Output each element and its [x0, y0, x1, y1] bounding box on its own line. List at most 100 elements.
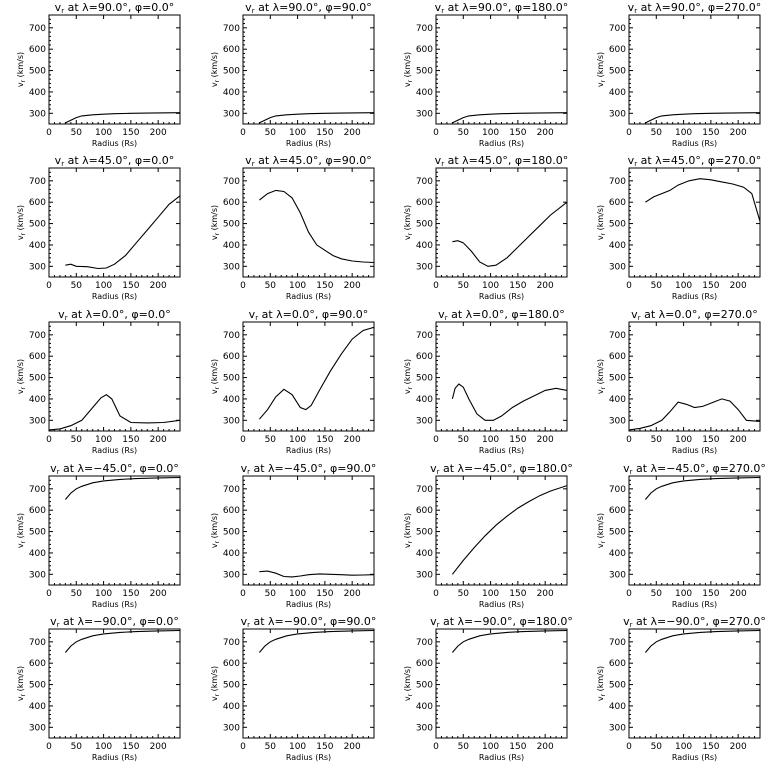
y-tick-label: 400 — [609, 702, 626, 712]
y-tick-label: 300 — [29, 416, 46, 426]
x-tick-label: 100 — [95, 742, 112, 752]
panel-8: vr at λ=45.0°, φ=270.0° 0 50 100 150 200 300 40… — [596, 154, 761, 301]
y-tick-label: 400 — [29, 702, 46, 712]
x-tick-label: 100 — [289, 128, 306, 138]
panel-title: vr at λ=−45.0°, φ=180.0° — [430, 462, 573, 476]
x-tick-label: 50 — [651, 281, 663, 291]
vr-series-line — [259, 570, 374, 578]
vr-series-line — [64, 629, 180, 653]
x-tick-label: 200 — [150, 589, 167, 599]
panel-12: vr at λ=0.0°, φ=270.0° 0 50 100 150 200 300 400… — [596, 308, 761, 455]
y-tick-label: 500 — [609, 67, 626, 77]
vr-series-line — [49, 394, 180, 431]
vr-series-line — [645, 178, 760, 222]
panel-6: vr at λ=45.0°, φ=90.0° 0 50 100 150 200 300 400… — [210, 154, 375, 301]
x-tick-label: 200 — [730, 589, 747, 599]
x-tick-label: 0 — [46, 128, 52, 138]
panel-13: vr at λ=−45.0°, φ=0.0° 0 50 100 150 200 300 400… — [16, 462, 181, 609]
y-tick-label: 600 — [223, 659, 240, 669]
y-tick-label: 500 — [416, 374, 433, 384]
y-tick-label: 700 — [223, 24, 240, 34]
y-tick-label: 700 — [223, 331, 240, 341]
y-tick-label: 500 — [29, 528, 46, 538]
y-tick-label: 700 — [29, 638, 46, 648]
panel-title: vr at λ=90.0°, φ=90.0° — [245, 1, 372, 15]
y-tick-label: 600 — [223, 352, 240, 362]
vr-series-line — [629, 398, 760, 431]
x-tick-label: 200 — [150, 128, 167, 138]
y-axis-label: vr (km/s) — [16, 359, 27, 394]
y-tick-label: 300 — [609, 416, 626, 426]
y-tick-label: 600 — [609, 198, 626, 208]
x-tick-label: 100 — [289, 589, 306, 599]
vr-series-line — [452, 112, 567, 124]
panel-17: vr at λ=−90.0°, φ=0.0° 0 50 100 150 200 300 400… — [16, 615, 181, 762]
x-tick-label: 50 — [651, 435, 663, 445]
y-axis-label: vr (km/s) — [16, 513, 27, 548]
x-tick-label: 0 — [240, 281, 246, 291]
vr-series-line — [259, 112, 374, 124]
plot-frame — [435, 321, 568, 432]
x-tick-label: 0 — [46, 589, 52, 599]
y-axis-label: vr (km/s) — [596, 205, 607, 240]
plot-frame — [48, 14, 181, 125]
plot-frame — [242, 475, 375, 586]
y-tick-label: 600 — [416, 506, 433, 516]
y-tick-label: 500 — [29, 67, 46, 77]
panel-title: vr at λ=−45.0°, φ=90.0° — [241, 462, 377, 476]
x-tick-label: 100 — [675, 435, 692, 445]
panel-5: vr at λ=45.0°, φ=0.0° 0 50 100 150 200 300 400 5… — [16, 154, 181, 301]
y-tick-label: 500 — [223, 681, 240, 691]
plot-frame — [628, 14, 761, 125]
x-axis-label: Radius (Rs) — [479, 753, 524, 762]
x-tick-label: 0 — [626, 281, 632, 291]
y-tick-label: 600 — [609, 45, 626, 55]
y-tick-label: 300 — [223, 416, 240, 426]
x-tick-label: 50 — [651, 742, 663, 752]
x-axis-label: Radius (Rs) — [92, 446, 137, 455]
x-tick-label: 50 — [265, 281, 277, 291]
y-axis-label: vr (km/s) — [16, 52, 27, 87]
y-tick-label: 700 — [416, 177, 433, 187]
panel-10: vr at λ=0.0°, φ=90.0° 0 50 100 150 200 300 400 5… — [210, 308, 375, 455]
y-axis-label: vr (km/s) — [210, 52, 221, 87]
x-tick-label: 50 — [71, 589, 83, 599]
plot-frame — [628, 321, 761, 432]
x-tick-label: 0 — [46, 281, 52, 291]
y-tick-label: 300 — [29, 570, 46, 580]
x-tick-label: 0 — [46, 742, 52, 752]
y-tick-label: 300 — [29, 723, 46, 733]
x-axis-label: Radius (Rs) — [479, 600, 524, 609]
x-axis-label: Radius (Rs) — [672, 753, 717, 762]
vr-series-line — [451, 629, 567, 653]
y-tick-label: 600 — [29, 45, 46, 55]
plot-frame — [48, 475, 181, 586]
x-tick-label: 0 — [433, 742, 439, 752]
y-tick-label: 500 — [416, 681, 433, 691]
y-tick-label: 500 — [609, 374, 626, 384]
panel-3: vr at λ=90.0°, φ=180.0° 0 50 100 150 200 300 40… — [403, 1, 568, 148]
x-tick-label: 50 — [651, 128, 663, 138]
y-tick-label: 300 — [416, 723, 433, 733]
y-tick-label: 300 — [416, 570, 433, 580]
x-axis-label: Radius (Rs) — [92, 600, 137, 609]
panel-16: vr at λ=−45.0°, φ=270.0° 0 50 100 150 200 300 4… — [596, 462, 766, 609]
x-tick-label: 200 — [150, 742, 167, 752]
x-axis-label: Radius (Rs) — [286, 753, 331, 762]
y-axis-label: vr (km/s) — [403, 513, 414, 548]
x-tick-label: 50 — [71, 128, 83, 138]
x-tick-label: 0 — [626, 435, 632, 445]
panel-11: vr at λ=0.0°, φ=180.0° 0 50 100 150 200 300 400… — [403, 308, 568, 455]
y-axis-label: vr (km/s) — [210, 205, 221, 240]
x-tick-label: 150 — [316, 128, 333, 138]
x-tick-label: 200 — [537, 281, 554, 291]
x-axis-label: Radius (Rs) — [479, 292, 524, 301]
y-tick-label: 600 — [29, 506, 46, 516]
y-tick-label: 700 — [29, 24, 46, 34]
plot-frame — [48, 167, 181, 278]
y-tick-label: 400 — [609, 549, 626, 559]
x-tick-label: 150 — [702, 742, 719, 752]
x-tick-label: 50 — [265, 435, 277, 445]
y-axis-label: vr (km/s) — [16, 666, 27, 701]
x-tick-label: 100 — [675, 128, 692, 138]
